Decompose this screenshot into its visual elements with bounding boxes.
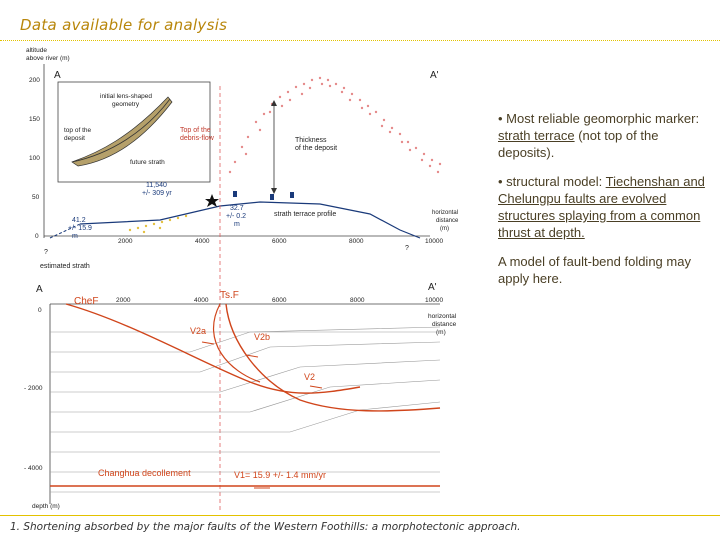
section-xtick-2000: 2000 <box>116 297 131 304</box>
profile-ytick-150: 150 <box>29 116 40 123</box>
rate-left-3: m <box>72 233 78 240</box>
section-hdist-2: distance <box>432 321 457 328</box>
v2-label: V2 <box>304 372 315 382</box>
profile-xtick-8000: 8000 <box>349 238 364 245</box>
bullet-2-prefix: • structural model: <box>498 174 606 189</box>
estimated-strath-points <box>128 214 188 234</box>
fault-bend-note: A model of fault-bend folding may apply … <box>498 254 691 286</box>
sample-star-icon <box>205 194 219 207</box>
profile-hdist-3: (m) <box>440 226 449 232</box>
strath-profile-label: strath terrace profile <box>274 211 336 218</box>
v2b-label: V2b <box>254 332 270 342</box>
profile-question-2: ? <box>44 249 48 256</box>
figure-svg: altitude above river (m) A A' 200 150 10… <box>20 42 490 512</box>
tsf-label: Ts.F <box>220 290 239 301</box>
profile-ytick-200: 200 <box>29 77 40 84</box>
section-xtick-6000: 6000 <box>272 297 287 304</box>
strath-extrapolated-line <box>49 223 81 239</box>
section-hdist-1: horizontal <box>428 313 457 320</box>
inset-lens-deposit <box>71 96 173 167</box>
section-depth-4000: - 4000 <box>24 465 43 472</box>
bedding-lines <box>50 326 441 493</box>
profile-label-a: A <box>54 70 61 81</box>
thickness-label-1: Thickness <box>295 137 327 144</box>
rate-mid-3: m <box>234 221 240 228</box>
rate-mid-2: +/- 0.2 <box>226 213 246 220</box>
profile-hdist-1: horizontal <box>432 210 458 216</box>
estimated-strath-label: estimated strath <box>40 263 90 270</box>
profile-label-a-prime: A' <box>430 70 439 81</box>
profile-xtick-10000: 10000 <box>425 238 443 245</box>
profile-ylabel-2: above river (m) <box>26 55 70 62</box>
age-label-1: 11,540 <box>146 182 167 189</box>
strath-data-points <box>233 191 294 200</box>
splay-fault <box>213 303 261 383</box>
section-depth-label: depth (m) <box>32 503 60 510</box>
rate-mid-1: 32.7 <box>230 205 244 212</box>
inset-label-1: initial lens-shaped <box>100 93 152 100</box>
top-debris-label-2: debris-flow <box>180 135 215 142</box>
inset-future-strath-line <box>71 98 171 163</box>
profile-xtick-2000: 2000 <box>118 238 133 245</box>
inset-top-2: deposit <box>64 135 85 142</box>
bullet-1-suffix: (not top of the deposits). <box>498 128 659 160</box>
section-depth-2000: - 2000 <box>24 385 43 392</box>
bullet-geomorphic-marker: • Most reliable geomorphic marker: strat… <box>498 110 708 161</box>
section-depth-0: 0 <box>38 307 42 314</box>
chef-label: CheF <box>74 296 98 307</box>
bullet-structural-model: • structural model: Tiechenshan and Chel… <box>498 173 708 241</box>
structural-model-link[interactable]: Tiechenshan and Chelungpu faults are evo… <box>498 174 705 240</box>
inset-top-1: top of the <box>64 127 91 134</box>
title-divider <box>0 40 720 41</box>
section-label-a-prime: A' <box>428 282 437 293</box>
top-debris-label-1: Top of the <box>180 127 211 134</box>
profile-ytick-0: 0 <box>35 233 39 240</box>
debris-flow-points <box>228 76 442 174</box>
chelungpu-fault <box>65 303 361 394</box>
slide-footer: 1. Shortening absorbed by the major faul… <box>10 521 521 533</box>
section-xtick-8000: 8000 <box>350 297 365 304</box>
age-label-2: +/- 309 yr <box>142 190 172 197</box>
profile-xtick-6000: 6000 <box>272 238 287 245</box>
strath-profile-line <box>79 201 421 239</box>
profile-question-1: ? <box>405 245 409 252</box>
decollement-label: Changhua decollement <box>98 468 191 478</box>
slide-title: Data available for analysis <box>20 16 228 34</box>
thickness-label-2: of the deposit <box>295 145 337 152</box>
section-hdist-3: (m) <box>436 329 446 336</box>
inset-label-2: geometry <box>112 101 140 108</box>
profile-hdist-2: distance <box>436 218 459 224</box>
text-column: • Most reliable geomorphic marker: strat… <box>498 110 708 299</box>
footer-divider <box>0 515 720 516</box>
section-xtick-4000: 4000 <box>194 297 209 304</box>
profile-ytick-100: 100 <box>29 155 40 162</box>
rate-left-1: 41.2 <box>72 217 86 224</box>
v1-label: V1= 15.9 +/- 1.4 mm/yr <box>234 470 326 480</box>
strath-terrace-link[interactable]: strath terrace <box>498 128 575 143</box>
tiechenshan-fault <box>225 303 441 412</box>
bullet-1-prefix: • Most reliable geomorphic marker: <box>498 111 700 126</box>
v2a-label: V2a <box>190 326 206 336</box>
profile-ytick-50: 50 <box>32 194 40 201</box>
figure-panel: altitude above river (m) A A' 200 150 10… <box>20 42 490 512</box>
inset-future-strath: future strath <box>130 159 165 166</box>
profile-xtick-4000: 4000 <box>195 238 210 245</box>
section-xtick-10000: 10000 <box>425 297 443 304</box>
section-label-a: A <box>36 284 43 295</box>
slip-arrows <box>201 341 323 489</box>
profile-ylabel-1: altitude <box>26 47 47 54</box>
rate-left-2: +/- 15.9 <box>68 225 92 232</box>
